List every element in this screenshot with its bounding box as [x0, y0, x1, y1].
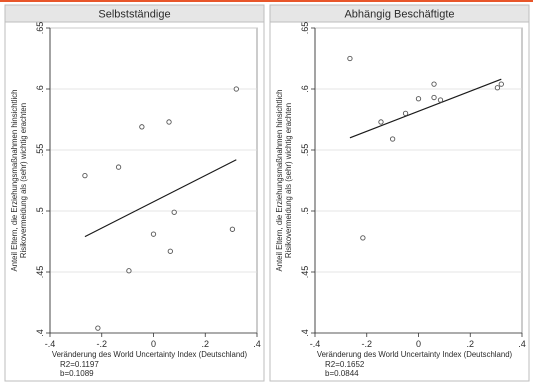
data-point — [347, 55, 353, 62]
y-tick-label: .45 — [35, 266, 45, 279]
data-point — [139, 124, 145, 130]
y-tick-label: .65 — [35, 22, 45, 35]
data-point — [494, 85, 501, 91]
data-point — [150, 231, 157, 237]
y-tick-label: .55 — [300, 144, 310, 157]
y-tick-label: .4 — [300, 329, 310, 337]
chart-panel-2: Abhängig Beschäftigte .4 .45 .5 .55 .6 .65 -.4 -… — [269, 4, 530, 382]
data-point — [360, 235, 366, 241]
data-point — [229, 226, 236, 232]
regression-stat: R2=0.1652 — [325, 360, 365, 369]
data-point — [437, 97, 444, 103]
y-tick-label: .65 — [300, 22, 310, 35]
fit-line — [84, 159, 237, 238]
plot-area — [314, 27, 523, 334]
y-tick-label: .5 — [35, 207, 45, 215]
x-axis-title: Veränderung des World Uncertainty Index … — [317, 350, 513, 359]
x-tick-label: .2 — [201, 339, 209, 349]
x-tick-label: -.4 — [45, 339, 56, 349]
y-axis-title-line-2: Risikovermeidung als (sehr) wichtig erac… — [284, 103, 293, 258]
data-point — [95, 325, 101, 331]
y-tick-label: .4 — [35, 329, 45, 337]
y-tick-label: .5 — [300, 207, 310, 215]
data-point — [115, 164, 122, 170]
data-point — [378, 119, 384, 125]
x-tick-label: .2 — [466, 339, 474, 349]
data-point — [171, 209, 177, 215]
data-point — [233, 86, 239, 92]
data-point — [166, 119, 172, 125]
panels: Selbstständige .4 .45 .5 .55 .6 .65 -.4 -.2 0 .2 .4… — [4, 4, 530, 382]
data-point — [167, 248, 173, 254]
y-tick-label: .6 — [300, 85, 310, 93]
x-tick-label: -.4 — [310, 339, 321, 349]
x-tick-label: .4 — [518, 339, 526, 349]
chart-title: Selbstständige — [98, 9, 170, 21]
x-tick-label: -.2 — [96, 339, 107, 349]
data-point — [431, 94, 437, 101]
x-tick-label: .4 — [253, 339, 261, 349]
data-point — [402, 110, 409, 117]
x-tick-label: 0 — [416, 339, 421, 349]
x-axis-title: Veränderung des World Uncertainty Index … — [52, 350, 248, 359]
y-tick-label: .55 — [35, 144, 45, 157]
panel-title-strip — [4, 4, 265, 23]
regression-stat: R2=0.1197 — [60, 360, 99, 369]
regression-stat: b=0.1089 — [60, 369, 94, 378]
y-tick-label: .45 — [300, 266, 310, 279]
data-point — [415, 96, 422, 102]
y-axis-title-line-2: Risikovermeidung als (sehr) wichtig erac… — [19, 103, 28, 258]
x-tick-label: 0 — [151, 339, 156, 349]
y-axis-title-line-1: Anteil Eltern, die Erziehungsmaßnahmen h… — [275, 89, 284, 271]
y-tick-label: .6 — [35, 85, 45, 93]
data-point — [431, 81, 437, 87]
y-axis-title-line-1: Anteil Eltern, die Erziehungsmaßnahmen h… — [10, 89, 19, 271]
fit-line — [349, 78, 502, 139]
data-point — [389, 136, 396, 142]
plot-area — [49, 27, 258, 334]
x-tick-label: -.2 — [361, 339, 372, 349]
accent-bar — [0, 0, 533, 2]
chart-title: Abhängig Beschäftigte — [344, 9, 454, 21]
data-point — [82, 172, 88, 179]
regression-stat: b=0.0844 — [325, 369, 359, 378]
data-point — [498, 81, 504, 87]
chart-panel-1: Selbstständige .4 .45 .5 .55 .6 .65 -.4 -.2 0 .2 .4… — [4, 4, 265, 382]
panel-title-strip — [269, 4, 530, 23]
data-point — [126, 268, 132, 274]
